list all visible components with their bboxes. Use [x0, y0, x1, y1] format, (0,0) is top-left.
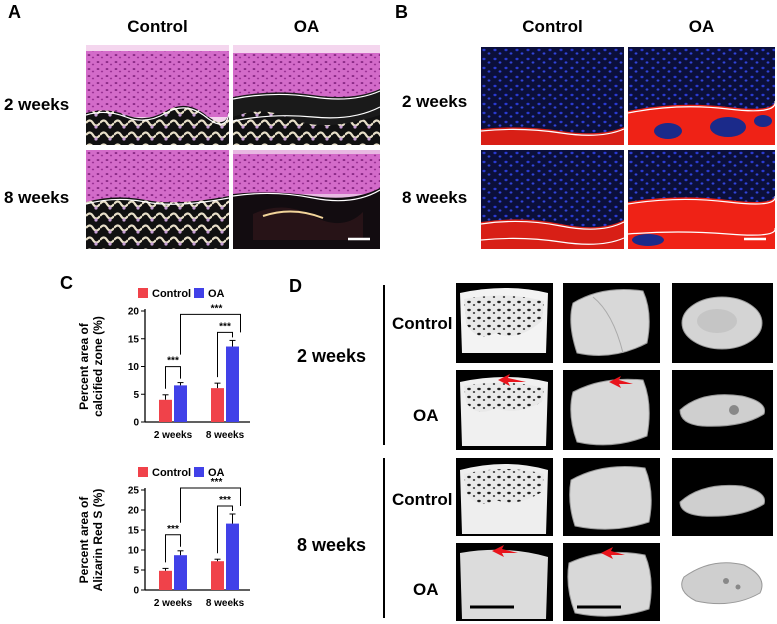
y-axis-label-line: Percent area of — [77, 496, 91, 584]
panel-b-row-2weeks: 2 weeks — [402, 92, 468, 111]
legend-label-oa: OA — [208, 288, 225, 300]
bar-oa-0 — [174, 385, 187, 422]
y-tick-label: 5 — [133, 566, 139, 577]
ars-oa-2wk-image — [628, 47, 775, 145]
significance-bracket — [217, 331, 233, 378]
microct-3d-side-oa-8wk — [563, 543, 660, 621]
significance-label: *** — [211, 303, 223, 314]
microct-3d-top-control-2wk — [672, 283, 773, 363]
x-tick-label: 8 weeks — [206, 598, 245, 609]
microct-slice-oa-2wk — [456, 370, 553, 450]
y-tick-label: 15 — [128, 334, 140, 345]
microct-3d-top-control-8wk — [672, 458, 773, 536]
panel-d-group-oa-2wk: OA — [413, 406, 439, 425]
legend-label-control: Control — [152, 467, 191, 479]
microct-slice-oa-8wk — [456, 543, 553, 621]
panel-c-label: C — [60, 273, 73, 293]
microct-slice-control-8wk — [456, 458, 553, 536]
ars-oa-8wk-image — [628, 150, 775, 249]
microct-slice-control-2wk — [456, 283, 553, 363]
y-tick-label: 0 — [133, 418, 139, 429]
ars-control-2wk-image — [481, 47, 624, 145]
panel-a-row-2weeks: 2 weeks — [4, 95, 70, 114]
panel-b-label: B — [395, 2, 408, 22]
bar-oa-0 — [174, 555, 187, 590]
bar-oa-1 — [226, 346, 239, 422]
bar-oa-1 — [226, 523, 239, 590]
microct-3d-side-control-8wk — [563, 458, 660, 536]
x-tick-label: 2 weeks — [154, 598, 193, 609]
y-tick-label: 5 — [133, 390, 139, 401]
panel-b-row-8weeks: 8 weeks — [402, 188, 468, 207]
significance-label: *** — [211, 477, 223, 488]
significance-label: *** — [219, 495, 231, 506]
legend-swatch-oa — [194, 288, 204, 298]
arrow-icon — [601, 547, 625, 559]
panel-a-header-control: Control — [127, 17, 188, 36]
chart-calcified-zone: Control OA Percent area ofcalcified zone (… — [77, 288, 250, 441]
panel-d-group-oa-8wk: OA — [413, 580, 439, 599]
y-axis-label-line: Alizarin Red S (%) — [91, 489, 105, 592]
y-tick-label: 15 — [128, 526, 140, 537]
he-control-2wk-image — [86, 45, 229, 145]
chart-alizarin-red: Control OA Percent area ofAlizarin Red S (… — [77, 467, 250, 609]
significance-label: *** — [219, 321, 231, 332]
y-tick-label: 25 — [128, 486, 140, 497]
panel-a-label: A — [8, 2, 21, 22]
microct-3d-top-oa-8wk — [672, 543, 773, 621]
arrow-icon — [492, 545, 518, 557]
significance-bracket — [165, 534, 181, 563]
x-tick-label: 8 weeks — [206, 430, 245, 441]
legend-swatch-control — [138, 467, 148, 477]
legend-swatch-oa — [194, 467, 204, 477]
microct-3d-side-control-2wk — [563, 283, 660, 363]
panel-d-group-control-8wk: Control — [392, 490, 453, 509]
bar-control-0 — [159, 399, 172, 422]
panel-a-header-oa: OA — [293, 17, 320, 36]
arrow-icon — [498, 374, 526, 386]
microct-3d-top-oa-2wk — [672, 370, 773, 450]
y-tick-label: 0 — [133, 586, 139, 597]
significance-bracket — [165, 366, 181, 389]
legend-label-oa: OA — [208, 467, 225, 479]
legend-swatch-control — [138, 288, 148, 298]
divider-8wk — [383, 458, 385, 618]
he-control-8wk-image — [86, 150, 229, 249]
panel-d-group-control-2wk: Control — [392, 314, 453, 333]
significance-label: *** — [167, 524, 179, 535]
bar-control-0 — [159, 570, 172, 590]
y-axis-label-line: Percent area of — [77, 322, 91, 410]
significance-bracket — [217, 505, 233, 554]
y-tick-label: 10 — [128, 362, 140, 373]
significance-bracket — [180, 313, 241, 355]
ars-control-8wk-image — [481, 150, 624, 249]
y-tick-label: 20 — [128, 307, 140, 318]
arrow-icon — [609, 376, 633, 388]
divider-2wk — [383, 285, 385, 445]
y-axis-label: Percent area ofAlizarin Red S (%) — [77, 489, 105, 592]
panel-d-time-8weeks: 8 weeks — [297, 535, 367, 555]
significance-bracket — [180, 487, 241, 523]
y-tick-label: 10 — [128, 546, 140, 557]
y-axis-label: Percent area ofcalcified zone (%) — [77, 316, 105, 417]
panel-a-row-8weeks: 8 weeks — [4, 188, 70, 207]
legend-label-control: Control — [152, 288, 191, 300]
panel-d-label: D — [289, 276, 302, 296]
x-tick-label: 2 weeks — [154, 430, 193, 441]
bar-control-1 — [211, 388, 224, 422]
panel-b-header-oa: OA — [688, 17, 715, 36]
he-oa-2wk-image — [233, 45, 380, 145]
y-tick-label: 20 — [128, 506, 140, 517]
microct-3d-side-oa-2wk — [563, 370, 660, 450]
he-oa-8wk-image — [233, 150, 380, 249]
panel-b-header-control: Control — [522, 17, 583, 36]
bar-control-1 — [211, 561, 224, 590]
significance-label: *** — [167, 356, 179, 367]
y-axis-label-line: calcified zone (%) — [91, 316, 105, 417]
panel-d-time-2weeks: 2 weeks — [297, 346, 367, 366]
